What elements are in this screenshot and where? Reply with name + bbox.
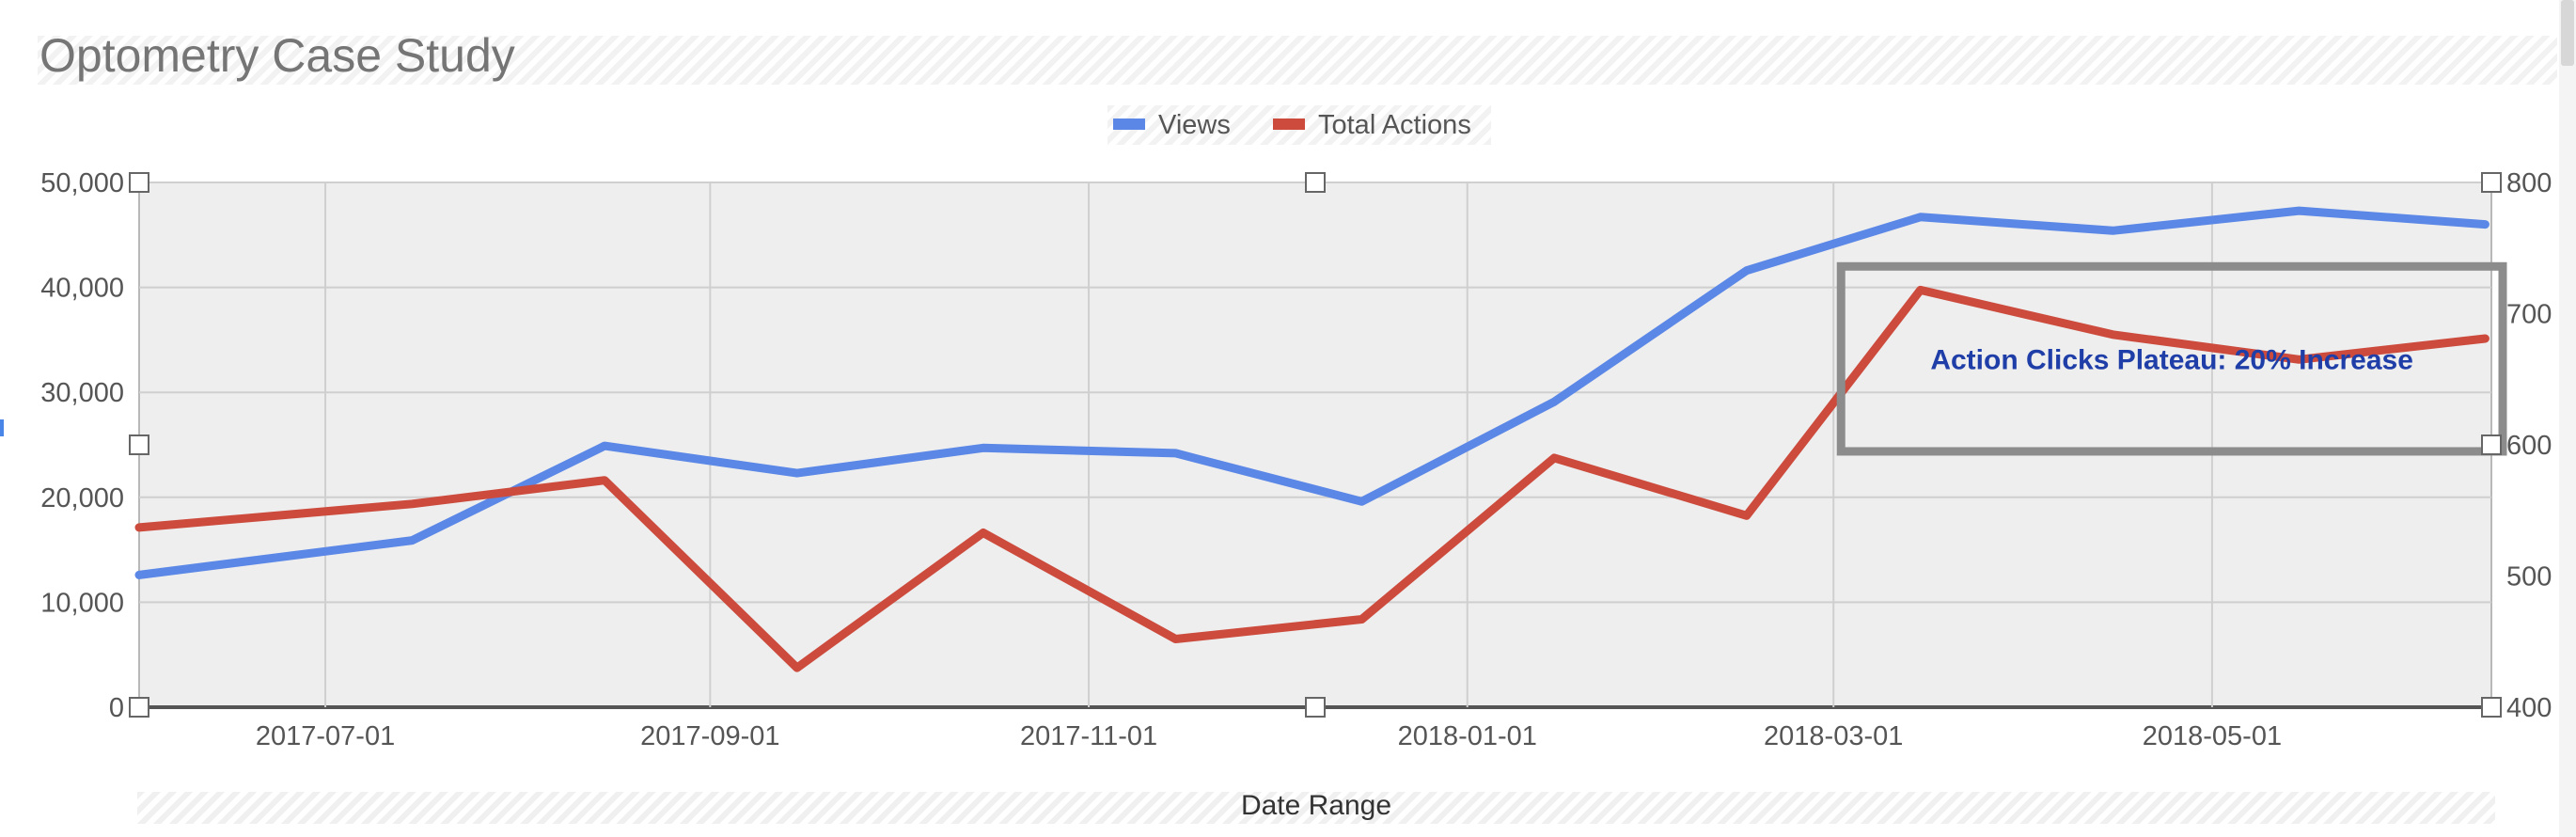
left-tick-label: 20,000 (40, 483, 124, 513)
plot-area (138, 182, 2492, 708)
vertical-scrollbar[interactable] (2559, 0, 2576, 837)
chart-title: Optometry Case Study (39, 29, 515, 82)
legend-swatch-total-actions (1273, 118, 1305, 130)
x-tick-label: 2018-03-01 (1764, 721, 1903, 751)
x-axis-label: Date Range (1241, 790, 1391, 821)
x-tick-label: 2018-01-01 (1398, 721, 1537, 751)
resize-handle[interactable] (129, 434, 149, 455)
x-axis-ticks: 2017-07-01 2017-09-01 2017-11-01 2018-01-01… (256, 721, 2282, 751)
legend-swatch-views (1113, 118, 1145, 130)
left-tick-label: 40,000 (40, 274, 124, 304)
legend-label-views: Views (1158, 110, 1231, 140)
right-tick-label: 700 (2506, 300, 2552, 330)
left-axis-ticks: 0 10,000 20,000 30,000 40,000 50,000 (40, 168, 124, 723)
resize-handle[interactable] (1305, 697, 1326, 718)
left-tick-label: 50,000 (40, 168, 124, 198)
title-background (38, 36, 2557, 85)
right-tick-label: 400 (2506, 693, 2552, 723)
x-tick-label: 2017-09-01 (640, 721, 779, 751)
resize-handle[interactable] (2481, 172, 2502, 193)
x-axis-label-background (137, 792, 2495, 824)
legend: Views Total Actions (1113, 110, 1471, 140)
right-axis-ticks: 400 500 600 700 800 (2506, 168, 2552, 723)
series-lines (134, 206, 2490, 672)
left-tick-label: 30,000 (40, 378, 124, 408)
right-tick-label: 500 (2506, 562, 2552, 592)
annotation-box (1836, 261, 2507, 456)
right-tick-label: 600 (2506, 431, 2552, 461)
right-tick-label: 800 (2506, 168, 2552, 198)
scrollbar-thumb[interactable] (2561, 0, 2574, 66)
resize-handle[interactable] (2481, 697, 2502, 718)
selection-edge-marker (0, 419, 4, 436)
left-tick-label: 0 (109, 693, 124, 723)
resize-handle[interactable] (1305, 172, 1326, 193)
series-line-views (134, 206, 2490, 579)
annotation-group: Action Clicks Plateau: 20% Increase (1836, 261, 2507, 456)
x-tick-label: 2017-07-01 (256, 721, 395, 751)
series-line-total-actions (134, 285, 2490, 672)
resize-handle[interactable] (129, 172, 149, 193)
resize-handle[interactable] (129, 697, 149, 718)
resize-handle[interactable] (2481, 434, 2502, 455)
x-tick-label: 2017-11-01 (1020, 721, 1157, 751)
left-tick-label: 10,000 (40, 588, 124, 618)
legend-label-total-actions: Total Actions (1318, 110, 1471, 140)
x-tick-label: 2018-05-01 (2143, 721, 2282, 751)
resize-handles[interactable] (129, 172, 2502, 718)
annotation-text: Action Clicks Plateau: 20% Increase (1930, 345, 2413, 376)
